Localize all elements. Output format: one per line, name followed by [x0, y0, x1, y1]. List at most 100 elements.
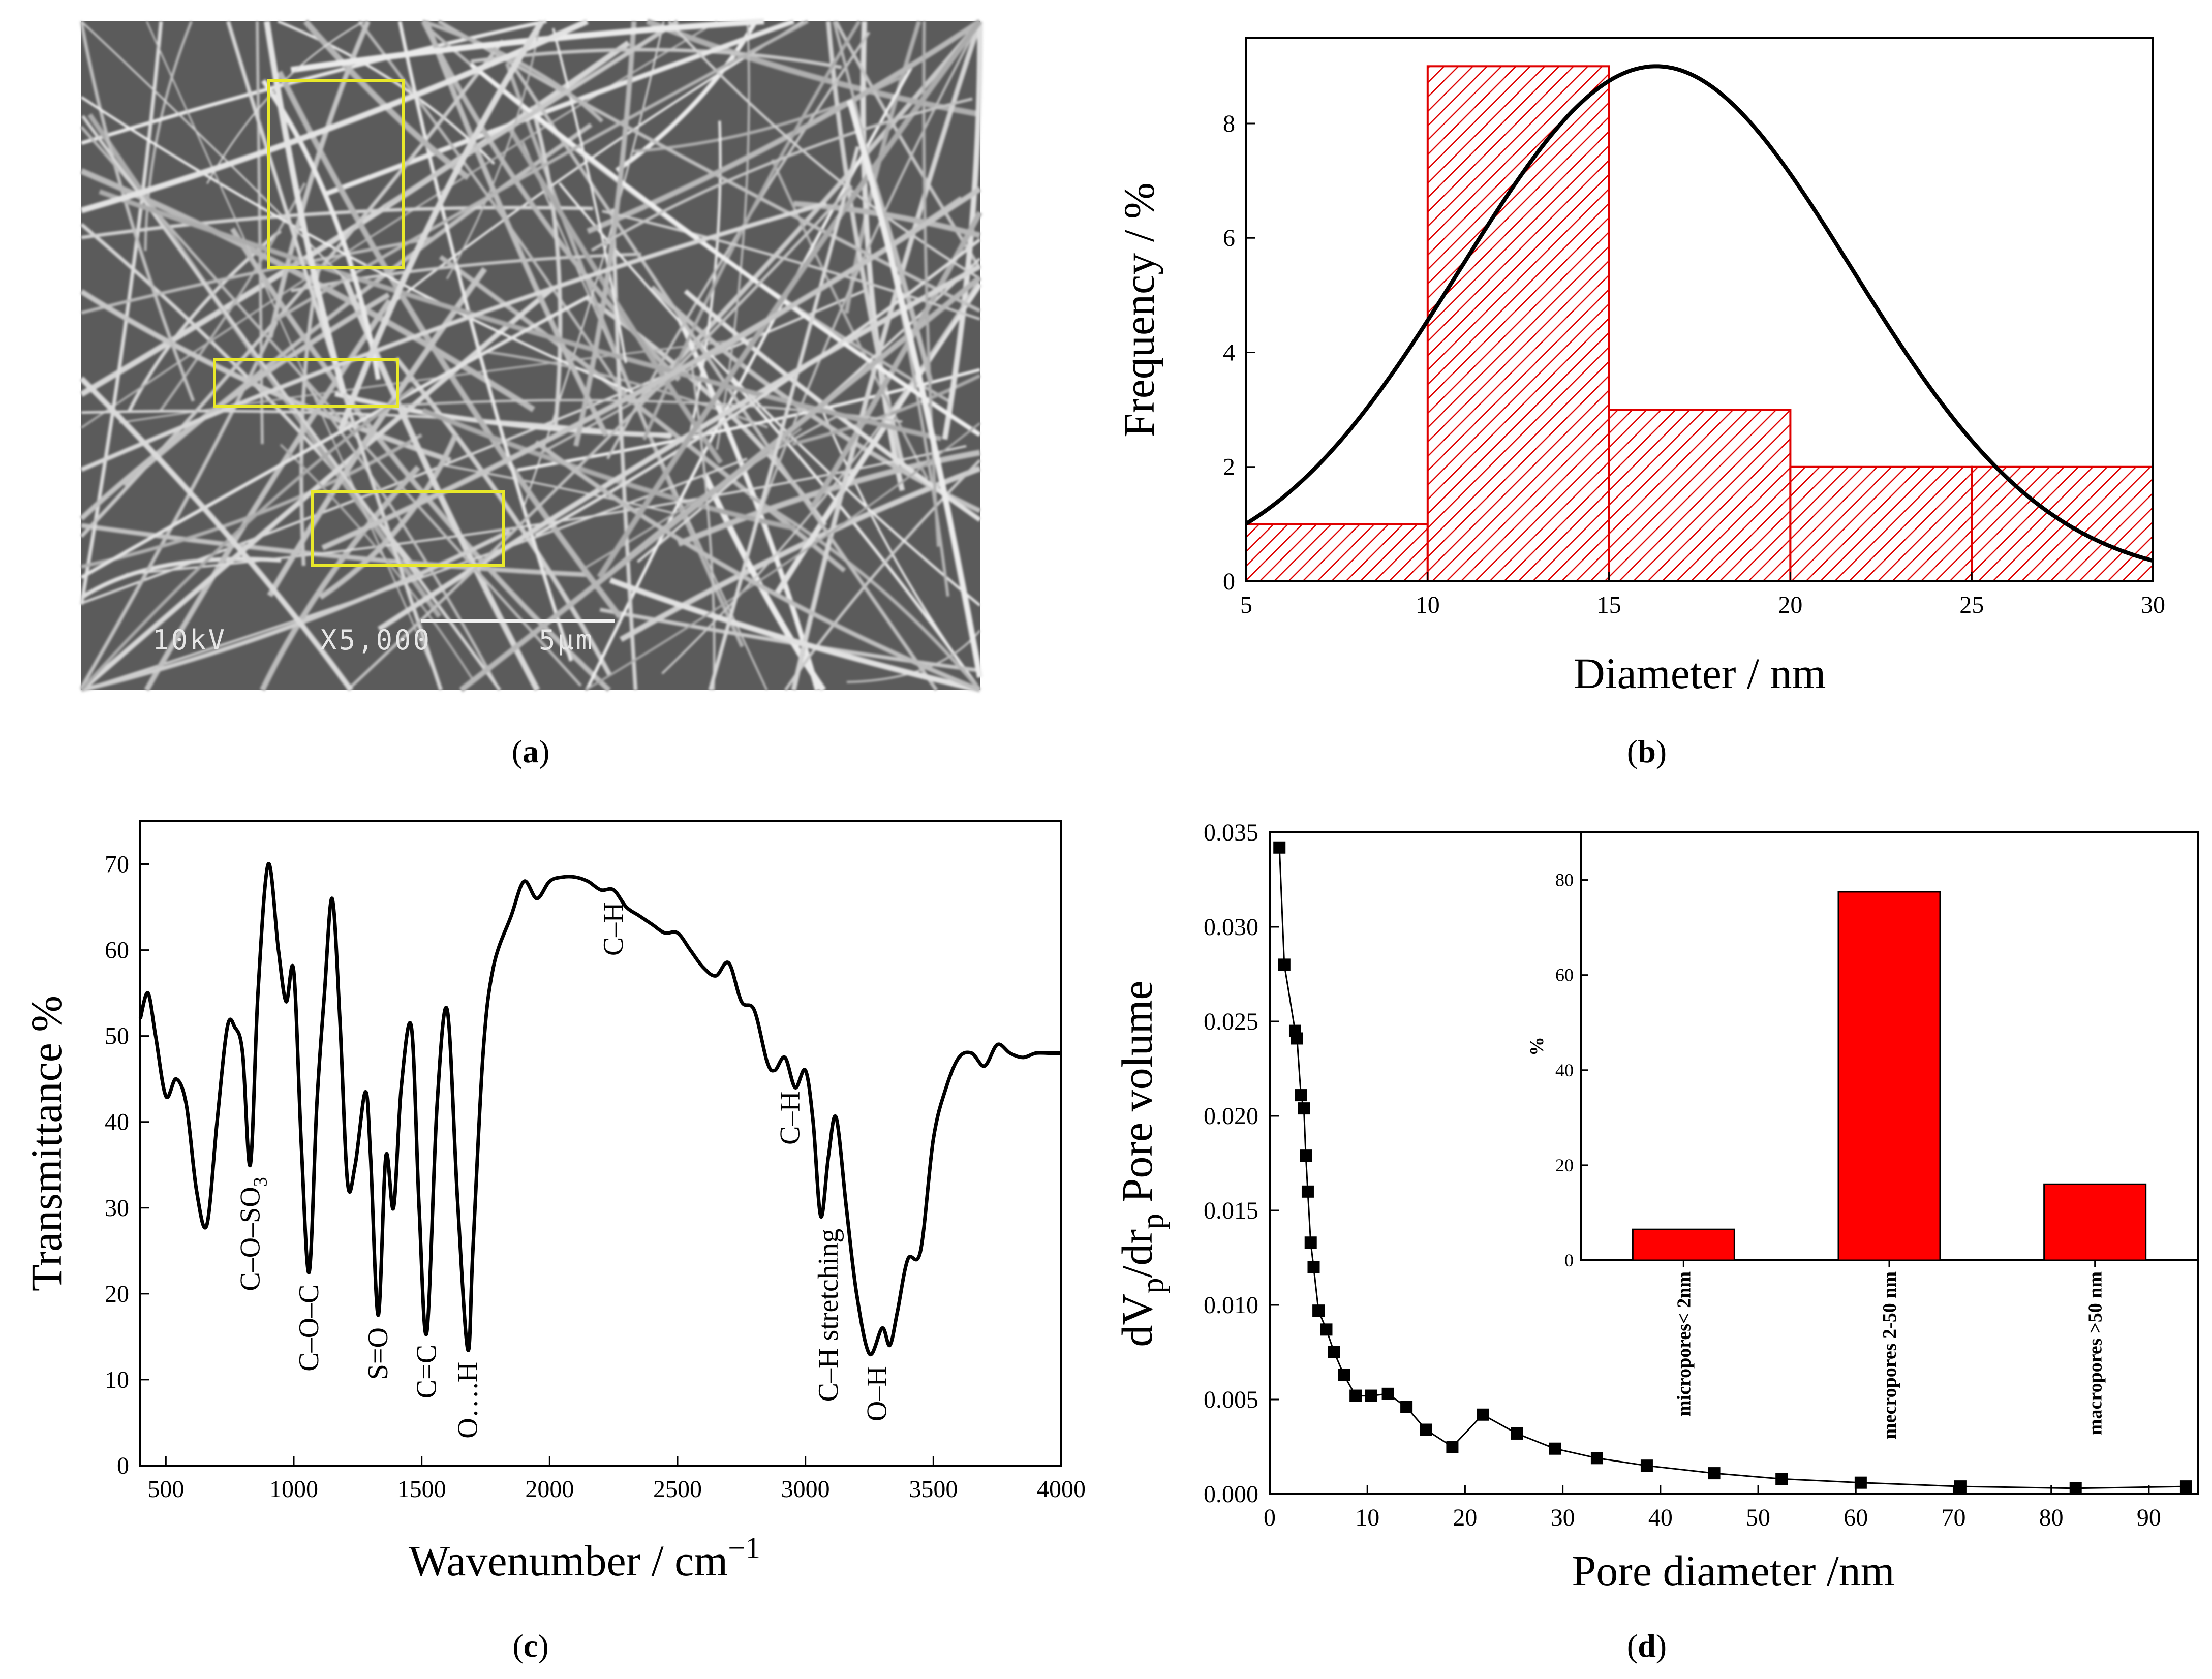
- sem-fiber: [508, 127, 723, 464]
- inset-bar: [2043, 1183, 2147, 1261]
- sem-fiber: [230, 227, 611, 692]
- sem-fiber: [391, 20, 805, 304]
- caption-a: (a): [512, 733, 550, 769]
- inset-y-tick-label: 0: [1564, 1250, 1574, 1270]
- sem-fiber: [587, 19, 982, 234]
- peak-label: C–H stretching: [813, 1229, 844, 1402]
- sem-fiber: [609, 577, 981, 693]
- sem-fiber: [144, 299, 392, 692]
- x-tick-label: 4000: [1037, 1476, 1086, 1503]
- y-tick-label: 0.030: [1204, 914, 1258, 941]
- data-point: [1349, 1389, 1362, 1402]
- sem-fiber: [324, 19, 795, 197]
- x-axis-label-c: Wavenumber / cm−1: [409, 1531, 760, 1585]
- sem-fiber: [79, 292, 390, 521]
- data-point: [1295, 1089, 1307, 1102]
- x-tick-label: 90: [2137, 1504, 2161, 1531]
- inset-category-label: mecropores 2-50 nm: [1879, 1271, 1900, 1439]
- x-tick-label: 500: [147, 1476, 184, 1503]
- plot-frame-b: [1245, 37, 2154, 582]
- sem-fiber: [591, 97, 973, 252]
- x-axis-label-d: Pore diameter /nm: [1572, 1546, 1894, 1595]
- y-axis-label-b: Frequency / %: [1115, 182, 1163, 438]
- sem-fiber: [597, 19, 982, 579]
- data-point: [1400, 1401, 1413, 1413]
- y-tick-label: 0: [1223, 568, 1235, 595]
- sem-scale-label: 5μm: [539, 624, 595, 656]
- sem-fiber: [791, 20, 982, 691]
- sem-fiber: [471, 48, 842, 69]
- data-point: [2179, 1480, 2192, 1493]
- sem-fiber: [303, 19, 470, 180]
- x-tick-label: 2000: [525, 1476, 574, 1503]
- sem-fiber: [691, 365, 716, 691]
- highlight-box-1: [267, 79, 405, 269]
- inset-y-tick-label: 60: [1555, 965, 1574, 985]
- sem-fiber: [377, 264, 981, 632]
- sem-fiber: [87, 113, 442, 618]
- data-point: [1420, 1423, 1432, 1436]
- y-tick-label: 60: [105, 937, 129, 964]
- histogram-bar: [1245, 523, 1429, 582]
- pore-volume-markers: [1273, 841, 2192, 1495]
- sem-fiber: [81, 115, 502, 691]
- sem-fiber: [81, 457, 748, 692]
- sem-fiber: [504, 53, 938, 692]
- inset-y-tick-label: 80: [1555, 870, 1574, 890]
- sem-fiber: [346, 185, 853, 692]
- y-tick-label: 6: [1223, 225, 1235, 252]
- x-tick-label: 40: [1648, 1504, 1673, 1531]
- x-tick-label: 15: [1597, 592, 1621, 618]
- peak-label: C=C: [411, 1345, 443, 1398]
- caption-c: (c): [512, 1628, 548, 1664]
- highlight-box-2: [213, 358, 399, 408]
- x-tick-label: 1000: [269, 1476, 318, 1503]
- histogram-bar: [1426, 65, 1610, 582]
- y-tick-label: 4: [1223, 339, 1235, 366]
- sem-magnification: X5,000: [320, 624, 432, 656]
- histogram-bar: [1608, 409, 1792, 583]
- peak-label: C–O–SO3: [234, 1177, 271, 1291]
- x-tick-label: 25: [1959, 592, 1984, 618]
- sem-fiber: [667, 20, 981, 280]
- x-tick-label: 80: [2039, 1504, 2064, 1531]
- inset-category-label: micropores< 2nm: [1673, 1271, 1695, 1416]
- y-tick-label: 0.015: [1204, 1197, 1258, 1224]
- data-point: [1365, 1389, 1377, 1402]
- panel-c: 500 1000 1500 2000 2500 3000 3500 4000 0 10 20 30 40…: [22, 820, 1086, 1664]
- data-point: [2069, 1482, 2082, 1495]
- panel-a: 10kV X5,000 5μm (a): [79, 18, 983, 769]
- sem-fiber: [551, 28, 627, 363]
- x-tick-label: 70: [1941, 1504, 1965, 1531]
- data-point: [1549, 1442, 1561, 1455]
- histogram-bars: [1245, 65, 2154, 583]
- y-tick-label: 0.000: [1204, 1481, 1258, 1508]
- y-axis-label-d: dVp/drp Pore volume: [1113, 980, 1170, 1347]
- sem-fiber: [81, 288, 868, 605]
- histogram-bar: [1789, 465, 1973, 582]
- peak-label: C–H: [598, 902, 629, 956]
- data-point: [1511, 1427, 1523, 1440]
- x-tick-label: 60: [1844, 1504, 1868, 1531]
- sem-fiber: [81, 206, 593, 239]
- panel-d: micropores< 2nm mecropores 2-50 nm macropo…: [1113, 819, 2199, 1664]
- sem-fiber: [611, 208, 638, 691]
- sem-fibers: [79, 18, 983, 693]
- sem-fiber: [159, 182, 306, 412]
- inset-category-label: macropores >50 nm: [2085, 1271, 2106, 1435]
- sem-fiber: [358, 20, 633, 405]
- sem-fiber: [80, 20, 718, 429]
- sem-fiber: [80, 19, 547, 145]
- axis-ticks-d: 0 10 20 30 40 50 60 70 80 90 0.000 0.005 0.010 0.015 0…: [1204, 819, 2161, 1531]
- sem-fiber: [558, 182, 981, 607]
- sem-fiber: [826, 21, 905, 467]
- sem-fiber: [573, 21, 637, 447]
- data-point: [1381, 1387, 1394, 1400]
- sem-image: [81, 21, 980, 690]
- axis-ticks-c: 500 1000 1500 2000 2500 3000 3500 4000 0 10 20 30 40…: [105, 851, 1086, 1503]
- data-point: [1307, 1261, 1320, 1273]
- x-tick-label: 3500: [909, 1476, 958, 1503]
- sem-fiber: [79, 376, 354, 692]
- sem-fiber: [522, 141, 768, 691]
